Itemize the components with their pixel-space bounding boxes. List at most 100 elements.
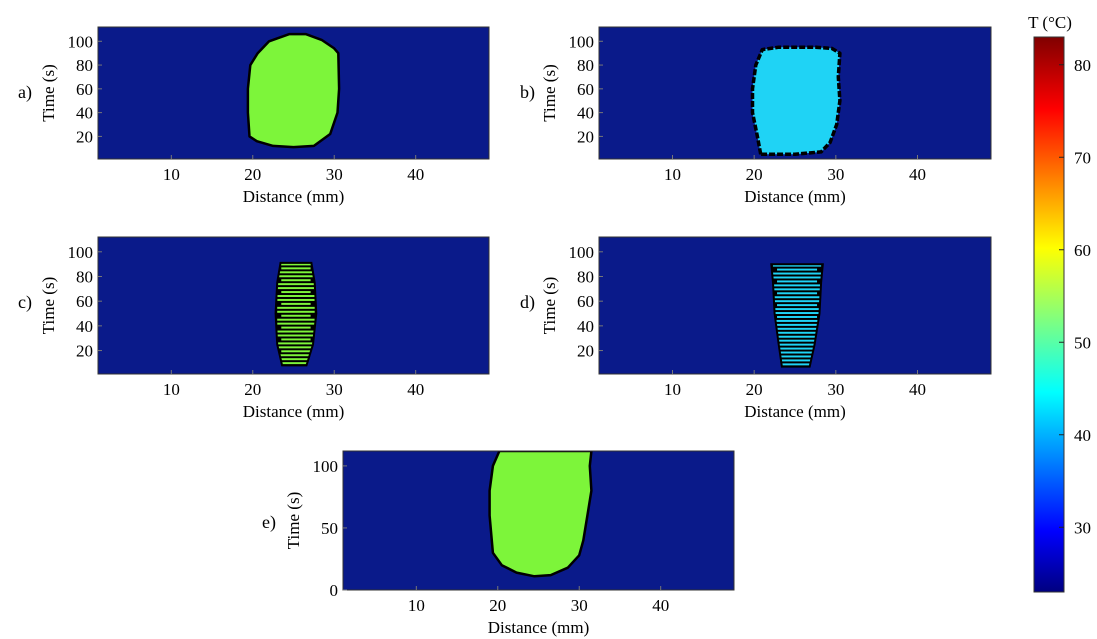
heated-band [777, 363, 818, 366]
x-tick-label: 20 [244, 165, 261, 184]
y-tick-label: 100 [68, 32, 94, 51]
x-tick-label: 20 [244, 380, 261, 399]
heated-band [772, 276, 822, 279]
x-axis-label: Distance (mm) [243, 187, 345, 206]
y-tick-label: 50 [321, 519, 338, 538]
heated-band [777, 351, 818, 354]
colorbar-ticks: 30 40 50 60 70 80 [1059, 56, 1091, 537]
axes-frame [342, 450, 735, 591]
heated-band [281, 362, 311, 365]
y-tick-label: 20 [76, 127, 93, 146]
x-tick-label: 10 [163, 165, 180, 184]
y-tick-label: 20 [577, 342, 594, 361]
heated-band [777, 315, 818, 318]
heated-band [281, 279, 311, 282]
y-tick-label: 0 [330, 581, 339, 600]
heated-band [772, 359, 822, 362]
y-tick-label: 80 [76, 267, 93, 286]
heated-band [281, 267, 311, 270]
heated-band [277, 354, 315, 357]
x-tick-label: 10 [408, 596, 425, 615]
heated-band [277, 295, 315, 297]
heated-band [772, 335, 822, 338]
heated-band [772, 300, 822, 303]
x-axis-label: Distance (mm) [744, 187, 846, 206]
heated-band [772, 312, 822, 315]
heated-band [777, 304, 818, 307]
heated-band [772, 355, 822, 358]
colorbar-tick-label: 30 [1074, 518, 1091, 537]
y-tick-label: 20 [76, 342, 93, 361]
x-tick-label: 30 [827, 165, 844, 184]
panel-c: 10 20 30 40 20 40 60 80 100 Distance (mm) Time (s)… [18, 236, 490, 421]
heated-band [777, 280, 818, 283]
panel-d: 10 20 30 40 20 40 60 80 100 Distance (mm) Time (s)… [520, 236, 992, 421]
x-tick-label: 30 [827, 380, 844, 399]
heated-band [772, 308, 822, 311]
heated-band [772, 296, 822, 299]
heated-band [281, 326, 311, 329]
y-tick-label: 80 [577, 56, 594, 75]
panel-label: d) [520, 292, 535, 313]
heated-band [277, 334, 315, 337]
x-tick-label: 10 [664, 380, 681, 399]
x-tick-label: 40 [909, 380, 926, 399]
y-tick-label: 100 [569, 243, 595, 262]
y-tick-label: 40 [76, 317, 93, 336]
heated-band [277, 271, 315, 274]
heated-band [277, 310, 315, 313]
y-axis-label: Time (s) [540, 277, 559, 334]
heated-band [777, 292, 818, 295]
axes-frame [97, 236, 490, 375]
axes-frame [598, 236, 992, 375]
axes-frame [97, 26, 490, 160]
heated-band [281, 314, 311, 317]
x-tick-label: 40 [652, 596, 669, 615]
heated-band [777, 327, 818, 330]
y-tick-label: 60 [76, 80, 93, 99]
colorbar-tick-label: 60 [1074, 241, 1091, 260]
heated-band [277, 318, 315, 321]
heated-band [772, 319, 822, 322]
panel-label: e) [262, 512, 276, 533]
heated-band [772, 323, 822, 326]
y-tick-label: 40 [76, 104, 93, 123]
panel-b: 10 20 30 40 20 40 60 80 100 Distance (mm) Time (s)… [520, 26, 992, 206]
heated-band [277, 275, 315, 278]
heated-band [772, 284, 822, 287]
heated-region [750, 45, 842, 156]
heated-band [277, 283, 315, 286]
x-axis-label: Distance (mm) [744, 402, 846, 421]
panel-e: 10 20 30 40 0 50 100 Distance (mm) Time (s) e) [262, 450, 735, 637]
heated-band [277, 346, 315, 349]
heated-band [772, 288, 822, 291]
heated-bands [277, 263, 315, 365]
y-tick-label: 60 [577, 80, 594, 99]
x-tick-label: 30 [326, 165, 343, 184]
x-tick-label: 40 [407, 165, 424, 184]
x-tick-label: 30 [326, 380, 343, 399]
heated-region [488, 451, 593, 578]
panel-a: 10 20 30 40 20 40 60 80 100 Distance (mm) Time (s)… [18, 26, 490, 206]
heated-band [281, 302, 311, 305]
heated-band [777, 339, 818, 342]
x-tick-label: 10 [163, 380, 180, 399]
region-contour [274, 261, 318, 367]
x-axis-label: Distance (mm) [488, 618, 590, 637]
y-axis-label: Time (s) [39, 277, 58, 334]
heated-band [772, 347, 822, 350]
y-tick-label: 40 [577, 317, 594, 336]
axes-frame [598, 26, 992, 160]
heated-band [277, 287, 315, 290]
heated-band [277, 263, 315, 266]
x-tick-label: 20 [489, 596, 506, 615]
heated-band [772, 343, 822, 346]
heated-region [246, 32, 341, 149]
y-tick-label: 80 [76, 56, 93, 75]
y-tick-label: 20 [577, 127, 594, 146]
x-tick-label: 10 [664, 165, 681, 184]
heated-band [772, 331, 822, 334]
heated-band [277, 306, 315, 309]
